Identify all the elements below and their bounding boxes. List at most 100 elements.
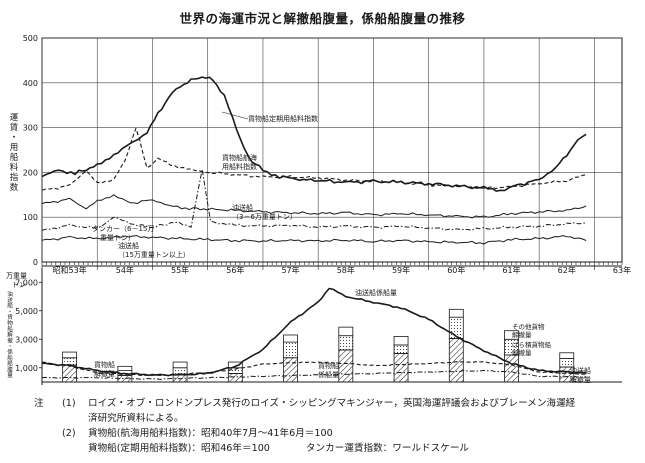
bar-segment [448,338,464,383]
bottom-y-axis-label: ・ [7,309,13,315]
note-1-text: ロイズ・オブ・ロンドンプレス発行のロイズ・シッピングマキンジャー，英国海運評議会… [88,398,576,409]
bar-segment [338,349,354,383]
note-1-text-cont: 済研究所資料による。 [88,413,184,424]
top-y-axis-label: 用 [10,143,19,153]
top-y-axis-label: 数 [10,182,19,193]
x-tick-label: 63年 [613,265,631,275]
label-kamotsu-keisen: 貨物船 [318,361,339,370]
top-y-tick-label: 400 [23,79,38,88]
x-tick-label: 62年 [558,265,576,275]
top-y-axis-label: 指 [10,172,19,183]
label-legend-bara: ばら積貨物船 [512,340,552,349]
top-series-line [41,76,587,192]
bottom-y-axis-label: ・ [7,344,13,350]
label-kamotsu-kaitetsu-2: 解撤量 [94,369,115,378]
label-yusosen-15: 油送船 [118,241,139,250]
label-yusosen-kaitetsu-2: 解撤量 [570,375,591,384]
note-1-number: (1) [62,398,76,409]
top-series-line [41,168,587,231]
x-tick-label: 59年 [392,265,410,275]
bottom-y-axis-label: 解 [7,331,13,339]
bottom-y-axis-label: 量 [7,372,13,379]
bar-segment [504,354,519,383]
label-kamotsu-kaitetsu: 貨物船 [94,360,115,369]
bottom-y-axis-label: 送 [7,296,13,304]
bottom-y-axis-label: 船 [7,360,13,368]
bottom-y-axis-label: 係 [7,348,13,356]
label-yusosen-kaitetsu: 油送船 [570,366,591,375]
note-2: (2) 貨物船(航海用船料指数)：昭和40年7月～41年6月＝100 [34,426,634,441]
bottom-series-line [41,360,587,377]
bar-segment [338,335,354,351]
x-tick-label: 58年 [337,265,355,275]
x-tick-label: 54年 [116,265,134,275]
bottom-y-axis-label: 船 [7,302,13,310]
bar-segment [393,344,409,354]
bar-segment [448,308,464,318]
label-kamotsu-keisen-2: 係船量 [318,370,339,379]
bottom-y-axis-label: 貨 [7,313,13,321]
top-y-axis-label: 料 [10,162,19,173]
bar-segment [227,373,243,383]
bar-segment [393,335,409,346]
bottom-y-axis-label: 船 [7,354,13,362]
top-y-axis-label: ・ [10,133,19,143]
bar-segment [393,353,409,383]
bottom-unit-label-2: トン [12,281,26,289]
x-tick-label: 55年 [171,265,189,275]
bottom-y-tick-label: 3,000 [15,335,38,344]
top-y-tick-label: 500 [23,34,38,43]
bottom-y-tick-label: 5,000 [15,307,38,316]
bottom-series-line [42,287,587,377]
top-y-tick-label: 300 [23,124,38,133]
bar-segment [172,361,188,369]
note-2-number: (2) [62,428,76,439]
label-legend-bara-2: 解撤量 [512,348,532,357]
bar-segment [504,330,519,340]
label-legend-sonota: その他貨物 [512,322,545,331]
bar-segment [117,365,133,372]
footnotes: 注 (1) ロイズ・オブ・ロンドンプレス発行のロイズ・シッピングマキンジャー，英国海… [34,396,634,456]
label-yusosen-15-2: （15万重量トン以上） [118,250,190,259]
bottom-y-tick-label: 1,000 [15,364,38,373]
bottom-series-line [41,369,587,380]
bottom-y-axis-label: 撤 [7,336,13,344]
bar-segment [283,334,298,343]
x-tick-label: 61年 [502,265,520,275]
label-kamotsu-teiki: 貨物船定期用船料指数 [248,114,318,123]
label-tanker-2: 重量トン） [100,234,135,242]
top-series-line [41,194,587,219]
note-head: 注 [34,398,44,409]
note-2-text-b: 貨物船(定期用船料指数)：昭和46年＝100 [88,443,270,454]
note-1: 注 (1) ロイズ・オブ・ロンドンプレス発行のロイズ・シッピングマキンジャー，英国海… [34,396,634,411]
bar-segment [62,351,78,359]
page-title: 世界の海運市況と解撤船腹量，係船船腹量の推移 [179,11,466,26]
x-tick-label: 60年 [447,265,465,275]
bottom-y-axis-label: 船 [7,325,13,333]
note-2-text-c: タンカー運賃指数：ワールドスケール [305,443,470,454]
note-2-text-a: 貨物船(航海用船料指数)：昭和40年7月～41年6月＝100 [88,428,333,439]
bar-segment [559,358,575,368]
label-tanker: タンカー（6－15万 [92,224,154,233]
bar-segment [227,361,243,369]
label-yusosen-3-6: 油送船 [232,203,253,212]
label-yusosen-3-6-2: （3－6万重量トン） [232,213,297,221]
top-y-tick-label: 200 [23,168,38,177]
label-kamotsu-kokai-2: 用船料指数 [222,162,257,171]
bottom-y-tick-label: 7,000 [15,278,38,287]
bar-segment [338,326,354,337]
label-legend-sonota-2: 解撤量 [512,330,532,339]
bottom-unit-label: 万重量 [6,272,27,280]
bottom-y-axis-label: 腹 [7,365,13,373]
top-y-axis-label: 賃 [10,122,19,133]
bottom-y-axis-label: 物 [7,319,13,327]
top-series-line [41,127,587,191]
note-1-continued: 済研究所資料による。 [34,411,634,426]
note-2-second: 貨物船(定期用船料指数)：昭和46年＝100 タンカー運賃指数：ワールドスケール [34,441,634,456]
bar-segment [559,352,575,359]
label-kamotsu-kokai: 貨物船航海 [222,153,257,162]
label-yusosen-keisen: 油送船係船量 [355,288,397,297]
top-series-line [41,235,587,245]
top-y-tick-label: 100 [23,213,38,222]
